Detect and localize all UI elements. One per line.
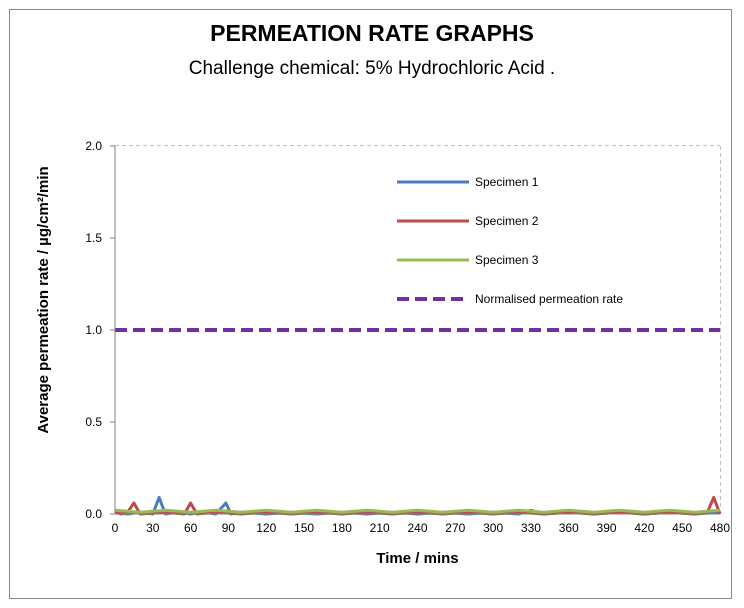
x-tick-label: 480 (710, 521, 730, 535)
x-axis-title: Time / mins (376, 550, 458, 567)
legend: Specimen 1 Specimen 2 Specimen 3 Normalised… (397, 175, 623, 306)
legend-label-3: Specimen 3 (475, 253, 539, 267)
legend-label-4: Normalised permeation rate (475, 292, 623, 306)
y-tick-label: 1.0 (85, 323, 102, 337)
x-tick-label: 90 (222, 521, 236, 535)
x-tick-label: 240 (407, 521, 427, 535)
series-line-3 (114, 508, 721, 514)
x-tick-label: 150 (294, 521, 314, 535)
x-tick-label: 0 (112, 521, 119, 535)
legend-label-1: Specimen 1 (475, 175, 539, 189)
x-tick-label: 330 (521, 521, 541, 535)
x-tick-label: 300 (483, 521, 503, 535)
x-tick-label: 180 (332, 521, 352, 535)
x-tick-label: 60 (184, 521, 198, 535)
chart-title: PERMEATION RATE GRAPHS (210, 20, 534, 46)
x-tick-label: 390 (597, 521, 617, 535)
x-tick-label: 270 (445, 521, 465, 535)
x-tick-label: 120 (256, 521, 276, 535)
y-tick-label: 0.5 (85, 415, 102, 429)
y-tick-label: 2.0 (85, 139, 102, 153)
x-tick-label: 30 (146, 521, 160, 535)
y-tick-label: 1.5 (85, 231, 102, 245)
chart-subtitle: Challenge chemical: 5% Hydrochloric Acid… (188, 58, 556, 79)
x-tick-label: 360 (559, 521, 579, 535)
y-tick-label: 0.0 (85, 507, 102, 521)
axes: 0 30 60 90 120 150 180 210 240 270 300 330 360 390 420… (85, 139, 730, 535)
legend-label-2: Specimen 2 (475, 214, 539, 228)
x-tick-label: 450 (672, 521, 692, 535)
x-tick-label: 210 (370, 521, 390, 535)
y-axis-title: Average permeation rate / µg/cm²/min (35, 166, 52, 433)
x-tick-label: 420 (634, 521, 654, 535)
